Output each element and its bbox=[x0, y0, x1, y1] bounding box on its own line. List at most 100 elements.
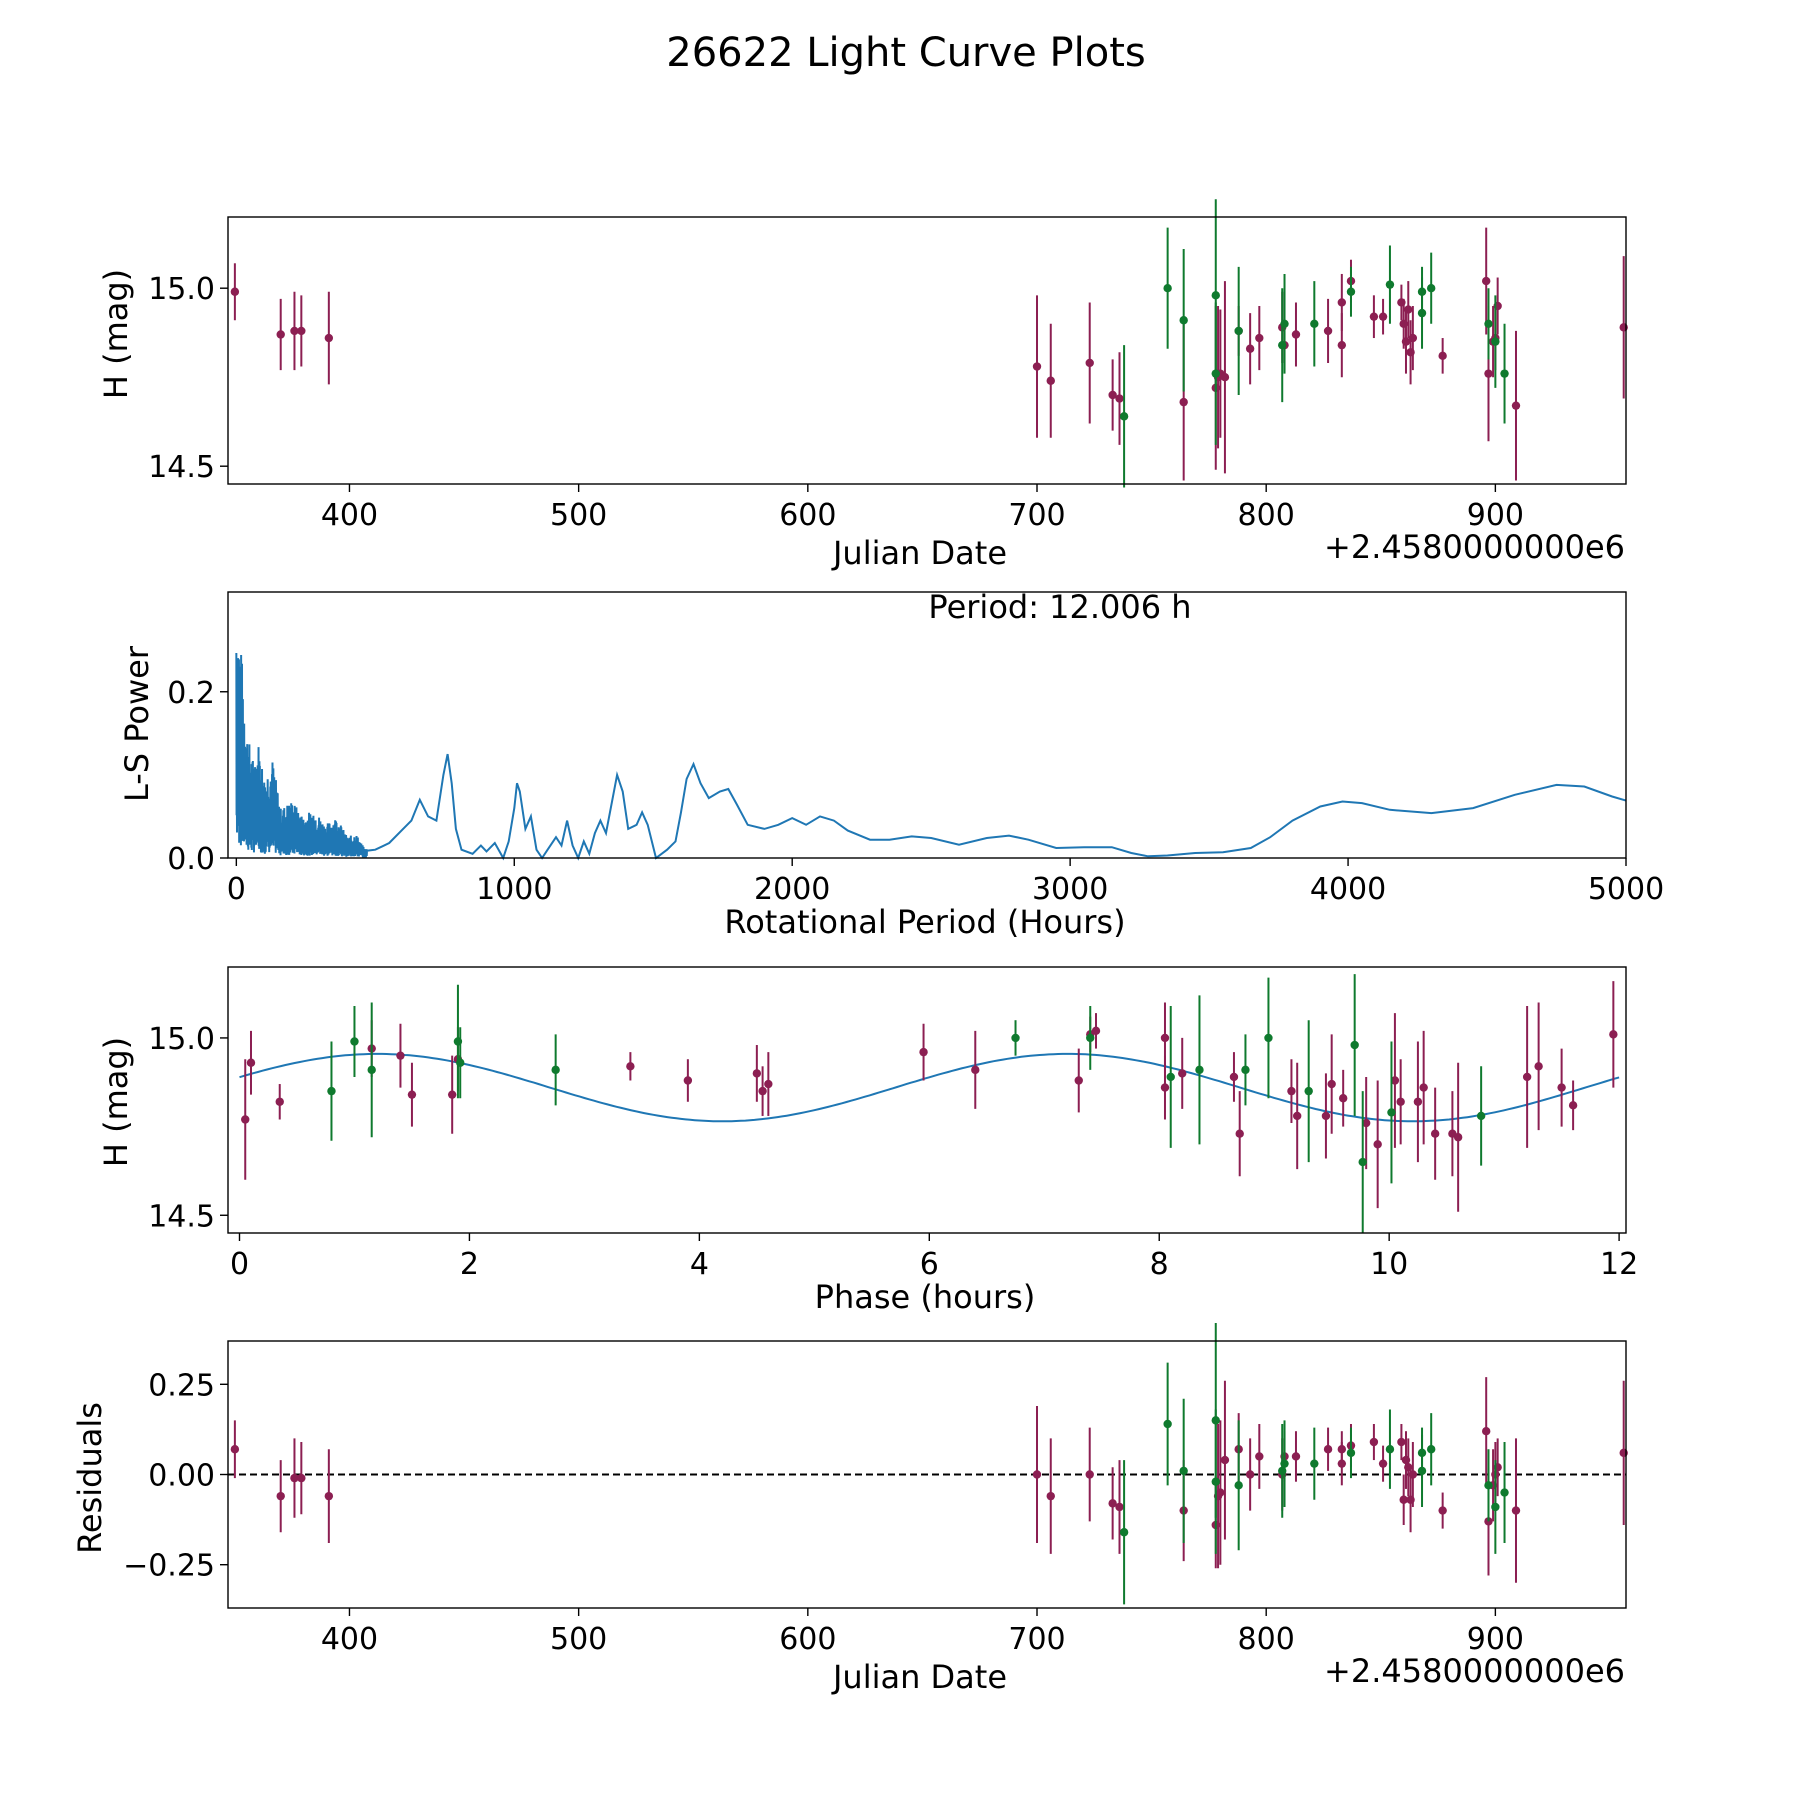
phased_light_curve-point bbox=[551, 1065, 560, 1075]
residuals-point bbox=[1179, 1466, 1188, 1476]
residuals-point bbox=[1119, 1528, 1129, 1537]
phased_light_curve-point bbox=[1361, 1118, 1371, 1128]
phased_light_curve-ytick-label: 15.0 bbox=[148, 1022, 215, 1057]
phased_light_curve-frame bbox=[227, 966, 1627, 1234]
phased_light_curve-point bbox=[764, 1079, 773, 1089]
phased_light_curve-point bbox=[1292, 1111, 1302, 1121]
phased_light_curve-point bbox=[971, 1065, 980, 1075]
phased_light_curve-xtick-label: 2 bbox=[460, 1247, 479, 1282]
raw_light_curve-point bbox=[1337, 340, 1347, 350]
residuals-point bbox=[1211, 1477, 1220, 1486]
residuals-xtick-label: 500 bbox=[550, 1622, 607, 1657]
raw_light_curve-point bbox=[1438, 351, 1447, 361]
raw_light_curve-point bbox=[1500, 369, 1509, 378]
residuals-point bbox=[297, 1473, 306, 1483]
residuals-xtick-label: 800 bbox=[1238, 1622, 1295, 1657]
residuals-point bbox=[1032, 1470, 1042, 1479]
raw_light_curve-point bbox=[1484, 369, 1493, 378]
raw_light_curve-point bbox=[1491, 337, 1500, 346]
panel-residuals-xlabel: Julian Date bbox=[831, 1658, 1007, 1696]
phased_light_curve-point bbox=[1011, 1033, 1020, 1043]
raw_light_curve-point bbox=[1179, 316, 1188, 325]
phased_light_curve-point bbox=[919, 1047, 928, 1057]
panel-residuals-offset-text: +2.4580000000e6 bbox=[1324, 1652, 1625, 1690]
phased_light_curve-point bbox=[1287, 1086, 1296, 1096]
residuals-point bbox=[1511, 1506, 1521, 1515]
phased_light_curve-point bbox=[1609, 1030, 1618, 1039]
phased_light_curve-point bbox=[1327, 1079, 1336, 1089]
raw_light_curve-xtick-label: 600 bbox=[779, 498, 836, 533]
raw_light_curve-point bbox=[1378, 312, 1388, 321]
raw_light_curve-xtick-label: 500 bbox=[550, 498, 607, 533]
raw_light_curve-point bbox=[1220, 373, 1230, 382]
phased_light_curve-point bbox=[367, 1065, 376, 1075]
phased_light_curve-ytick-label: 14.5 bbox=[148, 1199, 215, 1234]
phased_light_curve-point bbox=[456, 1058, 465, 1067]
phased_light_curve-point bbox=[1387, 1108, 1396, 1117]
residuals-point bbox=[1337, 1459, 1347, 1468]
phased_light_curve-point bbox=[1413, 1097, 1423, 1106]
raw_light_curve-point bbox=[1426, 284, 1436, 293]
residuals-point bbox=[1115, 1502, 1124, 1512]
raw_light_curve-point bbox=[1404, 305, 1413, 314]
phased_light_curve-xtick-label: 6 bbox=[920, 1247, 939, 1282]
lomb_scargle_periodogram-xtick-label: 4000 bbox=[1310, 872, 1386, 907]
phased_light_curve-point bbox=[1091, 1026, 1101, 1036]
phased_light_curve-point bbox=[1338, 1094, 1348, 1103]
phased_light_curve-xtick-label: 0 bbox=[230, 1247, 249, 1282]
lomb_scargle_periodogram-ytick-label: 0.2 bbox=[167, 676, 215, 711]
lomb_scargle_periodogram-xtick-label: 1000 bbox=[476, 872, 552, 907]
raw_light_curve-point bbox=[1179, 397, 1188, 407]
raw_light_curve-point bbox=[1401, 337, 1411, 346]
raw_light_curve-point bbox=[1245, 344, 1255, 353]
phased_light_curve-point bbox=[1373, 1140, 1382, 1149]
phased_light_curve-point bbox=[1086, 1033, 1095, 1043]
residuals-point bbox=[1426, 1445, 1436, 1454]
phased_light_curve-point bbox=[683, 1076, 693, 1085]
raw_light_curve-point bbox=[1163, 284, 1172, 293]
residuals-point bbox=[1234, 1481, 1243, 1490]
phased_light_curve-xtick-label: 8 bbox=[1150, 1247, 1169, 1282]
phased_light_curve-point bbox=[407, 1090, 417, 1099]
raw_light_curve-point bbox=[1323, 326, 1333, 336]
phased_light_curve-point bbox=[1350, 1040, 1359, 1050]
figure-title: 26622 Light Curve Plots bbox=[666, 30, 1145, 76]
residuals-point bbox=[1397, 1437, 1406, 1447]
residuals-point bbox=[1245, 1470, 1255, 1479]
phased_light_curve-point bbox=[1264, 1033, 1273, 1043]
phased_light_curve-point bbox=[1358, 1157, 1367, 1167]
lomb_scargle_periodogram-frame bbox=[227, 591, 1627, 859]
residuals-point bbox=[1216, 1488, 1225, 1497]
residuals-point bbox=[1280, 1459, 1289, 1468]
raw_light_curve-ytick-label: 14.5 bbox=[148, 450, 215, 485]
phased_light_curve-point bbox=[1568, 1101, 1578, 1110]
phase-fit-curve bbox=[239, 1052, 1620, 1123]
raw_light_curve-point bbox=[230, 287, 240, 296]
phased_light_curve-point bbox=[1430, 1129, 1440, 1138]
phased_light_curve-point bbox=[1160, 1083, 1170, 1092]
phased_light_curve-point bbox=[1178, 1069, 1187, 1078]
phased_light_curve-point bbox=[1074, 1076, 1083, 1085]
residuals-point bbox=[1484, 1517, 1493, 1526]
residuals-point bbox=[1385, 1445, 1395, 1454]
residuals-point bbox=[1291, 1452, 1301, 1461]
raw_light_curve-point bbox=[1032, 362, 1042, 371]
raw_light_curve-point bbox=[1255, 333, 1264, 343]
raw_light_curve-point bbox=[297, 326, 306, 336]
phased_light_curve-xtick-label: 4 bbox=[690, 1247, 709, 1282]
residuals-point bbox=[1163, 1419, 1172, 1429]
phased_light_curve-point bbox=[1195, 1065, 1204, 1075]
panel-periodogram-xlabel: Rotational Period (Hours) bbox=[724, 903, 1125, 941]
raw_light_curve-point bbox=[1291, 330, 1301, 339]
residuals-point bbox=[230, 1445, 240, 1454]
residuals-point bbox=[1408, 1470, 1418, 1479]
raw_light_curve-point bbox=[1346, 287, 1356, 296]
raw_light_curve-point bbox=[324, 333, 334, 343]
residuals-xtick-label: 400 bbox=[321, 1622, 378, 1657]
panel-raw-xlabel: Julian Date bbox=[831, 534, 1007, 572]
phased_light_curve-point bbox=[1241, 1065, 1250, 1075]
phased_light_curve-point bbox=[1476, 1111, 1486, 1121]
raw_light_curve-point bbox=[276, 330, 285, 339]
raw_light_curve-frame bbox=[227, 216, 1627, 485]
raw_light_curve-point bbox=[1211, 369, 1220, 378]
